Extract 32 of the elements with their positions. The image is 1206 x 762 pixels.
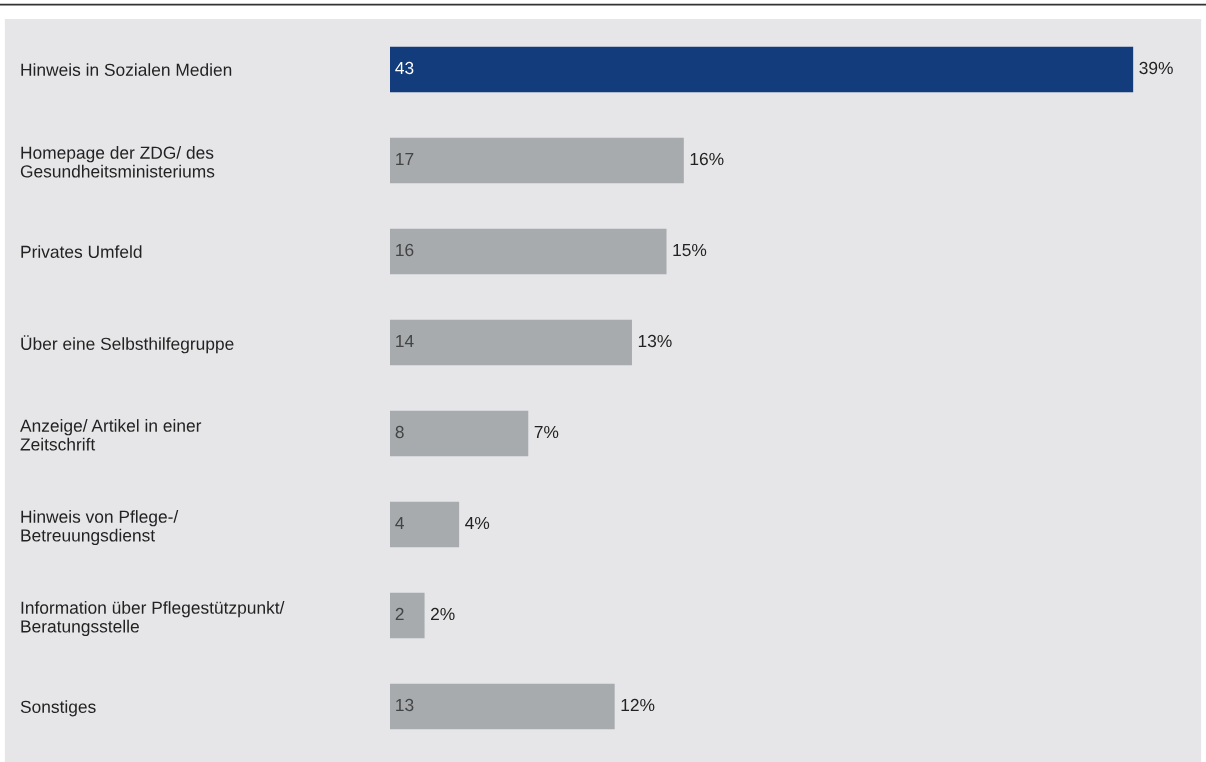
y-tick-label: Homepage der ZDG/ des Gesundheitsministeriums	[20, 146, 215, 178]
data-label: 4	[395, 517, 404, 529]
annotation: 16%	[690, 152, 724, 166]
bar	[390, 137, 684, 184]
annotation: 7%	[534, 425, 559, 439]
annotation: 12%	[621, 698, 655, 712]
data-label: 16	[396, 243, 414, 257]
bar	[390, 683, 615, 730]
y-tick-label: Hinweis von Pflege-/ Betreuungsdienst	[21, 510, 179, 545]
annotation: 2%	[431, 607, 455, 621]
annotation: 39%	[1139, 61, 1173, 75]
data-label: 14	[396, 335, 414, 347]
y-tick-label: Sonstiges	[20, 700, 96, 717]
y-tick-label: Information über Pflegestützpunkt/ Beratungsstelle	[21, 601, 285, 636]
data-label: 43	[395, 61, 414, 75]
bar	[390, 319, 632, 366]
bar	[390, 46, 1134, 93]
bar	[390, 501, 460, 548]
bar	[390, 592, 425, 639]
data-label: 17	[396, 153, 414, 165]
annotation: 4%	[465, 516, 490, 530]
bar	[390, 228, 667, 275]
annotation: 13%	[638, 334, 672, 348]
data-label: 2	[395, 607, 404, 620]
annotation: 15%	[673, 243, 707, 257]
data-label: 8	[395, 425, 404, 439]
y-tick-label: Über eine Selbsthilfegruppe	[21, 335, 234, 354]
y-tick-label: Anzeige/ Artikel in einer Zeitschrift	[20, 419, 202, 451]
data-label: 13	[396, 698, 414, 712]
y-tick-label: Hinweis in Sozialen Medien	[21, 63, 232, 76]
y-tick-label: Privates Umfeld	[21, 245, 142, 258]
bar	[390, 410, 529, 457]
